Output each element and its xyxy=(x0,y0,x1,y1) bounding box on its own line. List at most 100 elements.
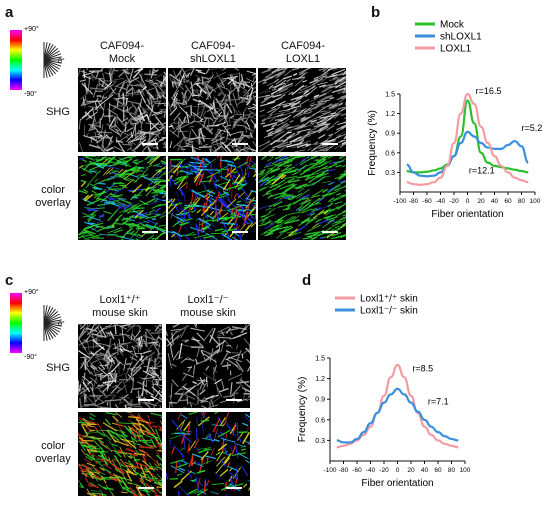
wheel-label-top: +90° xyxy=(24,288,39,296)
scale-bar xyxy=(226,487,242,489)
fan-spoke xyxy=(43,322,62,327)
x-tick-label: 100 xyxy=(530,198,541,205)
fan-spoke xyxy=(43,59,62,64)
fan-spoke xyxy=(43,42,48,61)
scale-bar xyxy=(322,231,338,233)
fan-spoke xyxy=(43,42,51,61)
annotation-label: r=16.5 xyxy=(476,86,502,96)
micrograph-shg-mock xyxy=(78,68,166,152)
panel-letter-d: d xyxy=(302,272,312,289)
orientation-wheel-icon: +90° 0° -90° xyxy=(10,288,65,361)
annotation-label: r=8.5 xyxy=(412,364,433,374)
x-tick-label: -20 xyxy=(379,467,389,474)
fan-spoke xyxy=(43,322,54,339)
fan-spoke xyxy=(43,56,62,61)
micrograph-shg-shloxl1 xyxy=(168,68,256,152)
fan-spoke xyxy=(43,322,60,333)
fan-spoke xyxy=(43,322,48,341)
fan-spoke xyxy=(43,59,54,76)
wheel-label-mid: 0° xyxy=(58,320,65,328)
x-tick-label: 60 xyxy=(434,467,442,474)
y-tick-label: 0.9 xyxy=(385,131,395,138)
micrograph-shg-wt xyxy=(78,324,162,408)
chart-b: 0.3 0.6 0.9 1.2 1.5 -100 -80 -60 -40 -20 0 20 40 60 80… xyxy=(360,14,550,229)
fan-spoke xyxy=(43,44,54,61)
micrograph-overlay-shloxl1 xyxy=(168,156,256,240)
scale-bar xyxy=(232,143,248,145)
fan-spoke xyxy=(43,59,59,72)
y-tick-label: 1.2 xyxy=(385,111,395,118)
panel-letter-a: a xyxy=(5,4,14,21)
row-label-overlay-a: color overlay xyxy=(35,184,71,209)
annotation-label: r=5.2 xyxy=(522,123,543,133)
legend-label: LOXL1 xyxy=(440,44,472,55)
column-title-loxl1-wt: Loxl1⁺/⁺ mouse skin xyxy=(92,294,148,319)
series-line xyxy=(336,387,459,444)
fan-spoke xyxy=(43,50,60,61)
x-tick-label: -80 xyxy=(339,467,349,474)
row-label-shg-a: SHG xyxy=(46,106,70,118)
fan-spoke xyxy=(43,53,62,61)
scale-bar xyxy=(232,231,248,233)
scale-bar xyxy=(138,487,154,489)
column-title-loxl1-ko: Loxl1⁻/⁻ mouse skin xyxy=(180,294,236,319)
x-tick-label: -60 xyxy=(352,467,362,474)
color-wheel-legend-a: +90° 0° -90° xyxy=(8,22,78,107)
fan-spoke xyxy=(43,59,62,67)
y-axis-label: Frequency (%) xyxy=(367,110,378,176)
series-line xyxy=(406,99,529,174)
fan-spoke xyxy=(43,319,62,324)
scale-bar xyxy=(322,143,338,145)
fan-spoke xyxy=(43,45,56,61)
fan-spoke xyxy=(43,322,56,338)
fan-spoke xyxy=(43,311,59,324)
series-line xyxy=(406,130,529,178)
chart-d: 0.3 0.6 0.9 1.2 1.5 -100 -80 -60 -40 -20 0 20 40 60 80… xyxy=(290,284,480,503)
fan-spoke xyxy=(43,322,51,341)
y-tick-label: 1.2 xyxy=(315,376,325,383)
micrograph-shg-ko xyxy=(166,324,250,408)
fan-spoke xyxy=(43,305,48,324)
annotation-label: r=7.1 xyxy=(428,397,449,407)
x-axis-label: Fiber orientation xyxy=(431,209,503,220)
y-tick-label: 0.6 xyxy=(385,150,395,157)
x-tick-label: 20 xyxy=(477,198,485,205)
row-label-overlay-c: color overlay xyxy=(35,440,71,465)
chart-b-svg: 0.3 0.6 0.9 1.2 1.5 -100 -80 -60 -40 -20 0 20 40 60 80… xyxy=(367,20,543,221)
y-tick-label: 0.3 xyxy=(315,438,325,445)
x-tick-label: -40 xyxy=(366,467,376,474)
fan-spoke xyxy=(43,308,56,324)
legend-label: Mock xyxy=(440,20,465,31)
fan-spoke xyxy=(43,59,60,70)
legend-label: shLOXL1 xyxy=(440,32,482,43)
fan-spoke xyxy=(43,305,51,324)
micrograph-overlay-loxl1 xyxy=(258,156,346,240)
x-tick-label: -80 xyxy=(409,198,419,205)
y-axis-label: Frequency (%) xyxy=(297,377,308,443)
fan-spoke xyxy=(43,313,60,324)
wheel-label-bottom: -90° xyxy=(24,90,37,98)
fan-spoke xyxy=(43,307,54,324)
legend-label: Loxl1⁻/⁻ skin xyxy=(360,306,418,317)
series-line xyxy=(336,363,459,449)
panel-letter-c: c xyxy=(5,272,14,289)
column-title-mock: CAF094- Mock xyxy=(99,40,145,65)
x-axis-label: Fiber orientation xyxy=(361,478,433,489)
scale-bar xyxy=(142,143,158,145)
y-tick-label: 1.5 xyxy=(385,92,395,99)
x-tick-label: 0 xyxy=(466,198,470,205)
micrograph-shg-loxl1 xyxy=(258,68,346,152)
row-label-shg-c: SHG xyxy=(46,362,70,374)
fan-spoke xyxy=(43,322,62,330)
y-tick-label: 1.5 xyxy=(315,356,325,363)
scale-bar xyxy=(226,399,242,401)
legend-label: Loxl1⁺/⁺ skin xyxy=(360,294,418,305)
fan-spoke xyxy=(43,316,62,324)
fan-spoke xyxy=(43,59,51,78)
micrograph-overlay-ko xyxy=(166,412,250,496)
x-tick-label: 80 xyxy=(448,467,456,474)
color-wheel-legend-c: +90° 0° -90° xyxy=(8,285,78,370)
panel-letter-b: b xyxy=(371,4,381,21)
annotation-label: r=12.1 xyxy=(469,166,495,176)
